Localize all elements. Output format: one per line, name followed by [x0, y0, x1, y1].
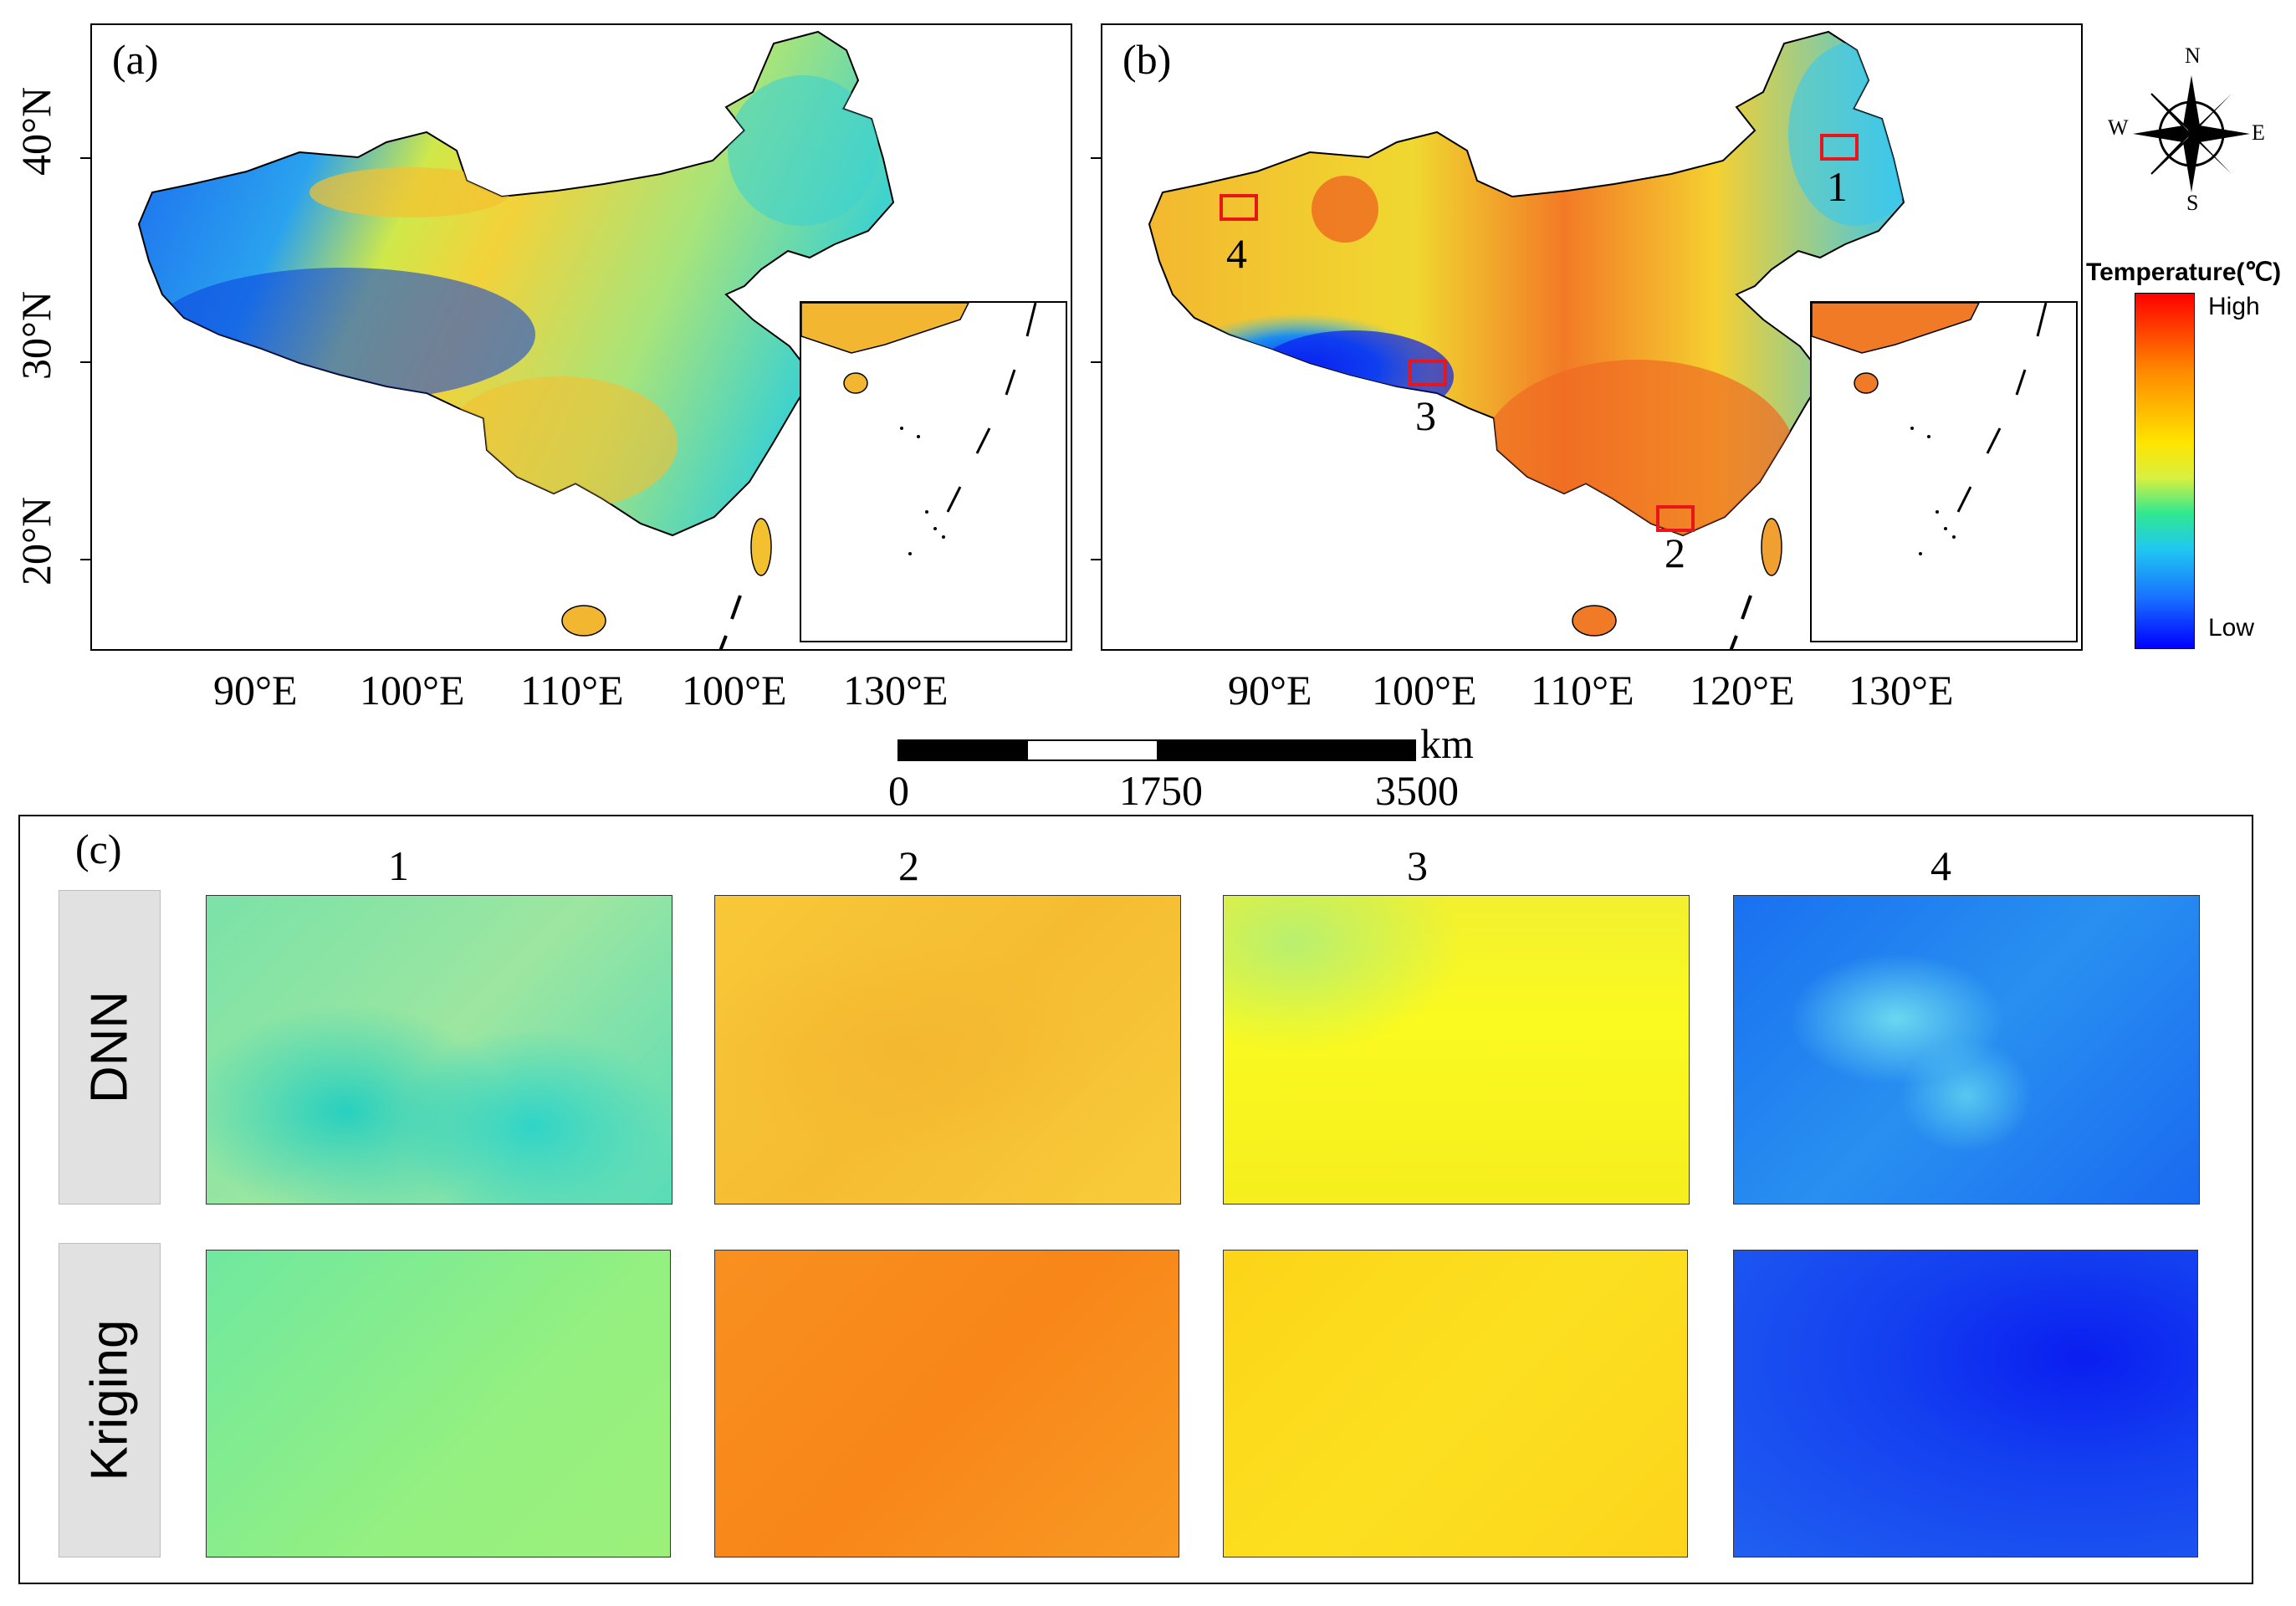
- compass-w: W: [2108, 115, 2129, 140]
- region-box-1: [1820, 134, 1859, 161]
- column-label-2: 2: [898, 842, 919, 889]
- tile-dnn-1: [206, 895, 672, 1204]
- lat-label-40n-a: 40°N: [13, 86, 59, 176]
- china-landmass-kriging: [1148, 31, 1905, 536]
- region-label-4: 4: [1226, 230, 1247, 277]
- region-label-2: 2: [1664, 529, 1685, 576]
- tile-kriging-4: [1733, 1250, 2198, 1557]
- region-label-1: 1: [1827, 163, 1848, 210]
- tile-kriging-3: [1223, 1250, 1688, 1557]
- compass-e: E: [2252, 120, 2265, 145]
- lat-label-30n-a: 30°N: [13, 290, 59, 380]
- lon-label-a-1: 90°E: [213, 667, 298, 713]
- lon-label-b-5: 130°E: [1849, 667, 1954, 713]
- panel-a-map: (a): [90, 23, 1072, 651]
- panel-c-comparison: (c) 1 2 3 4 DNN Kriging: [18, 815, 2253, 1584]
- compass-n: N: [2185, 43, 2201, 68]
- tile-dnn-3: [1223, 895, 1690, 1204]
- taiwan-island: [1761, 518, 1782, 576]
- china-landmass-dnn: [138, 31, 894, 536]
- legend-title: Temperature(℃): [2086, 258, 2282, 286]
- nine-dash-line: [1729, 595, 1752, 649]
- panel-b-label: (b): [1122, 36, 1172, 83]
- region-box-4: [1220, 194, 1258, 221]
- lat-label-20n-a: 20°N: [13, 496, 59, 586]
- region-box-3: [1409, 360, 1447, 386]
- legend-low: Low: [2208, 614, 2255, 642]
- scale-tick-3500: 3500: [1375, 767, 1459, 814]
- lon-label-b-1: 90°E: [1228, 667, 1312, 713]
- lon-label-a-3: 110°E: [520, 667, 624, 713]
- column-label-4: 4: [1930, 842, 1951, 889]
- nine-dash-line: [718, 595, 742, 649]
- taiwan-island: [750, 518, 772, 576]
- row-label-dnn-text: DNN: [80, 990, 139, 1104]
- region-label-3: 3: [1415, 392, 1436, 439]
- row-label-kriging: Kriging: [59, 1243, 161, 1557]
- tile-kriging-1: [206, 1250, 671, 1557]
- lon-label-a-5: 130°E: [843, 667, 949, 713]
- lon-label-b-3: 110°E: [1531, 667, 1634, 713]
- tile-dnn-4: [1733, 895, 2200, 1204]
- region-box-2: [1656, 505, 1695, 532]
- scale-tick-1750: 1750: [1119, 767, 1203, 814]
- panel-a-label: (a): [112, 36, 159, 83]
- north-arrow-compass: N S E W: [2108, 42, 2275, 215]
- legend-high: High: [2208, 293, 2260, 320]
- hainan-island: [1572, 605, 1617, 637]
- south-china-sea-inset: [1810, 301, 2078, 642]
- row-label-kriging-text: Kriging: [80, 1319, 139, 1481]
- lon-label-a-2: 100°E: [360, 667, 465, 713]
- temperature-colorbar: [2135, 293, 2195, 649]
- tile-dnn-2: [714, 895, 1181, 1204]
- compass-s: S: [2186, 191, 2199, 215]
- row-label-dnn: DNN: [59, 890, 161, 1204]
- column-label-3: 3: [1407, 842, 1428, 889]
- lon-label-b-2: 100°E: [1372, 667, 1477, 713]
- column-label-1: 1: [388, 842, 409, 889]
- panel-c-label: (c): [75, 826, 122, 872]
- hainan-island: [561, 605, 606, 637]
- south-china-sea-inset: [800, 301, 1067, 642]
- scale-tick-0: 0: [888, 767, 909, 814]
- tile-kriging-2: [714, 1250, 1179, 1557]
- scale-unit: km: [1420, 720, 1474, 767]
- scale-bar: [897, 739, 1416, 761]
- panel-b-map: (b): [1101, 23, 2083, 651]
- lon-label-a-4: 100°E: [682, 667, 787, 713]
- lon-label-b-4: 120°E: [1690, 667, 1795, 713]
